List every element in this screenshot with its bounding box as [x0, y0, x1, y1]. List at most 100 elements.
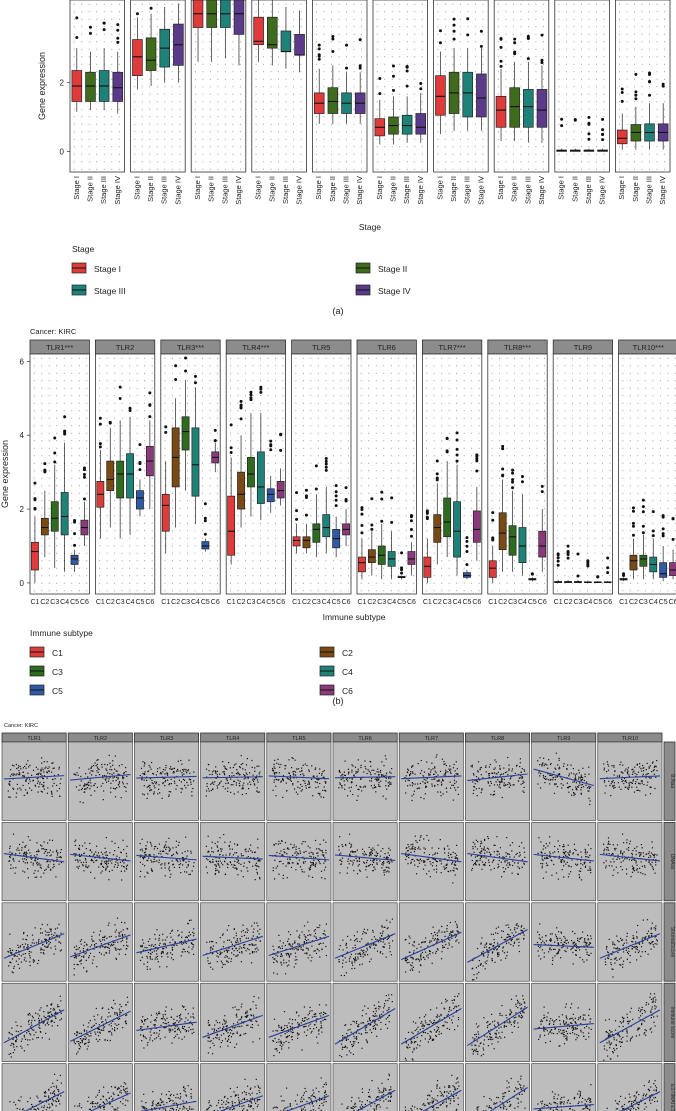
- grid-dot: [390, 582, 392, 584]
- grid-dot: [151, 567, 153, 569]
- grid-dot: [478, 380, 480, 382]
- grid-dot: [398, 372, 400, 374]
- grid-dot: [491, 500, 493, 502]
- grid-dot: [406, 3, 408, 5]
- grid-dot: [375, 410, 377, 412]
- grid-dot: [187, 372, 188, 374]
- grid-dot: [456, 470, 458, 472]
- grid-dot: [230, 387, 231, 389]
- grid-dot: [33, 477, 35, 479]
- grid-dot: [347, 410, 349, 412]
- grid-dot: [579, 567, 581, 569]
- grid-dot: [346, 18, 347, 20]
- grid-dot: [413, 357, 415, 359]
- grid-dot: [103, 131, 105, 133]
- grid-dot: [245, 417, 246, 419]
- grid-dot: [278, 48, 279, 50]
- grid-dot: [644, 485, 646, 487]
- grid-dot: [383, 357, 385, 359]
- grid-dot: [224, 63, 226, 65]
- grid-dot: [505, 63, 507, 65]
- y-tick-label: 0: [20, 579, 25, 588]
- grid-dot: [644, 515, 646, 517]
- grid-dot: [644, 477, 646, 479]
- grid-dot: [456, 402, 458, 404]
- grid-dot: [649, 101, 650, 103]
- grid-dot: [48, 380, 50, 382]
- grid-dot: [426, 582, 428, 584]
- grid-dot: [520, 18, 522, 20]
- legend-label: C1: [52, 648, 63, 658]
- box-outlier: [475, 453, 479, 457]
- grid-dot: [405, 365, 407, 367]
- grid-dot: [667, 380, 669, 382]
- grid-dot: [641, 3, 643, 5]
- grid-dot: [521, 567, 523, 569]
- grid-dot: [603, 161, 605, 163]
- grid-dot: [478, 357, 480, 359]
- grid-dot: [179, 395, 181, 397]
- grid-dot: [572, 522, 573, 524]
- grid-dot: [391, 33, 393, 35]
- grid-dot: [471, 492, 473, 494]
- grid-dot: [579, 552, 581, 554]
- grid-dot: [63, 410, 65, 412]
- grid-dot: [452, 146, 454, 148]
- grid-dot: [293, 56, 294, 58]
- x-tick-label: C3: [312, 599, 321, 606]
- grid-dot: [151, 410, 153, 412]
- grid-dot: [413, 530, 415, 532]
- grid-dot: [325, 410, 327, 412]
- grid-dot: [609, 500, 611, 502]
- grid-dot: [224, 101, 226, 103]
- box: [453, 501, 461, 558]
- grid-dot: [282, 507, 284, 509]
- grid-dot: [151, 365, 153, 367]
- grid-dot: [421, 86, 423, 88]
- grid-dot: [581, 56, 582, 58]
- grid-dot: [151, 380, 153, 382]
- grid-dot: [164, 590, 166, 592]
- grid-dot: [252, 567, 254, 569]
- grid-dot: [88, 161, 90, 163]
- grid-dot: [332, 447, 334, 449]
- grid-dot: [293, 146, 294, 148]
- grid-dot: [121, 560, 123, 562]
- grid-dot: [644, 462, 646, 464]
- grid-dot: [340, 462, 342, 464]
- grid-dot: [558, 26, 560, 28]
- grid-dot: [573, 161, 575, 163]
- grid-dot: [433, 365, 435, 367]
- grid-dot: [275, 410, 276, 412]
- grid-dot: [629, 432, 631, 434]
- grid-dot: [41, 440, 43, 442]
- grid-dot: [245, 395, 246, 397]
- legend-label: C2: [342, 648, 353, 658]
- grid-dot: [664, 93, 665, 95]
- grid-dot: [557, 590, 558, 592]
- grid-dot: [444, 131, 446, 133]
- grid-dot: [437, 48, 439, 50]
- box: [181, 416, 190, 451]
- grid-dot: [237, 417, 239, 419]
- grid-dot: [383, 530, 385, 532]
- grid-dot: [521, 387, 523, 389]
- grid-dot: [426, 395, 428, 397]
- x-tick-label: C6: [342, 599, 351, 606]
- grid-dot: [398, 530, 400, 532]
- box-outlier: [279, 448, 283, 452]
- facet-panel: [356, 353, 417, 595]
- grid-dot: [179, 78, 181, 80]
- grid-dot: [78, 387, 80, 389]
- grid-dot: [275, 485, 276, 487]
- grid-dot: [114, 522, 116, 524]
- box-outlier: [33, 481, 37, 485]
- grid-dot: [106, 410, 108, 412]
- grid-dot: [459, 108, 461, 110]
- x-tick-label: C1: [30, 599, 39, 606]
- box-outlier: [360, 531, 364, 535]
- grid-dot: [521, 590, 523, 592]
- grid-dot: [491, 515, 493, 517]
- grid-dot: [667, 500, 669, 502]
- grid-dot: [544, 387, 545, 389]
